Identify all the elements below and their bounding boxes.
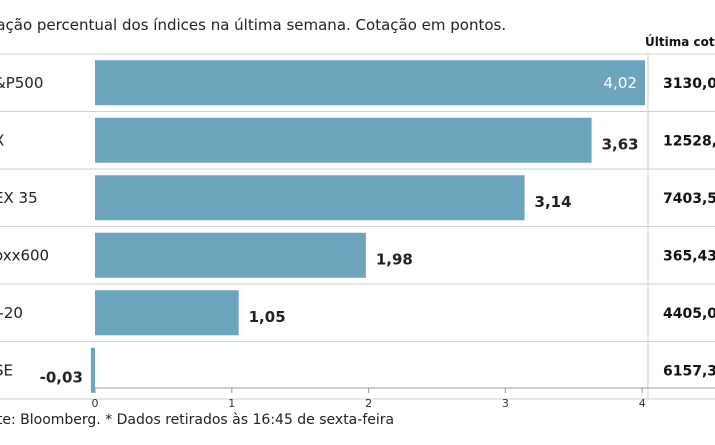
x-tick-label: 1 [228,397,235,410]
last-quote-value: 4405,06 [663,306,715,322]
x-tick-label: 4 [639,397,646,410]
category-label: oxx600 [0,246,49,264]
category-label: SE [0,361,13,379]
last-quote-value: 3130,01 [663,76,715,92]
last-quote-column-header: Última cotaç [645,35,715,49]
last-quote-value: 365,43 [663,248,715,264]
bar [90,347,95,393]
category-label: I-20 [0,304,23,322]
last-quote-value: 7403,5 [663,191,715,207]
value-label: 3,63 [602,135,639,153]
bar [95,175,525,221]
source-note: nte: Bloomberg. * Dados retirados às 16:… [0,412,395,428]
value-label: 4,02 [604,74,637,92]
last-quote-value: 12528,18 [663,133,715,149]
x-tick-label: 0 [92,397,99,410]
value-label: 3,14 [535,193,572,211]
category-label: X [0,131,4,149]
value-label: 1,98 [376,250,413,268]
x-tick-label: 3 [502,397,509,410]
category-label: &P500 [0,74,43,92]
bar [95,60,645,106]
value-label: 1,05 [249,308,286,326]
last-quote-value: 6157,3 [663,363,715,379]
bar [95,117,592,163]
chart-subtitle: riação percentual dos índices na última … [0,16,507,34]
bar [95,290,239,336]
category-label: EX 35 [0,189,38,207]
bar [95,232,366,278]
value-label: -0,03 [40,368,83,386]
x-tick-label: 2 [365,397,372,410]
